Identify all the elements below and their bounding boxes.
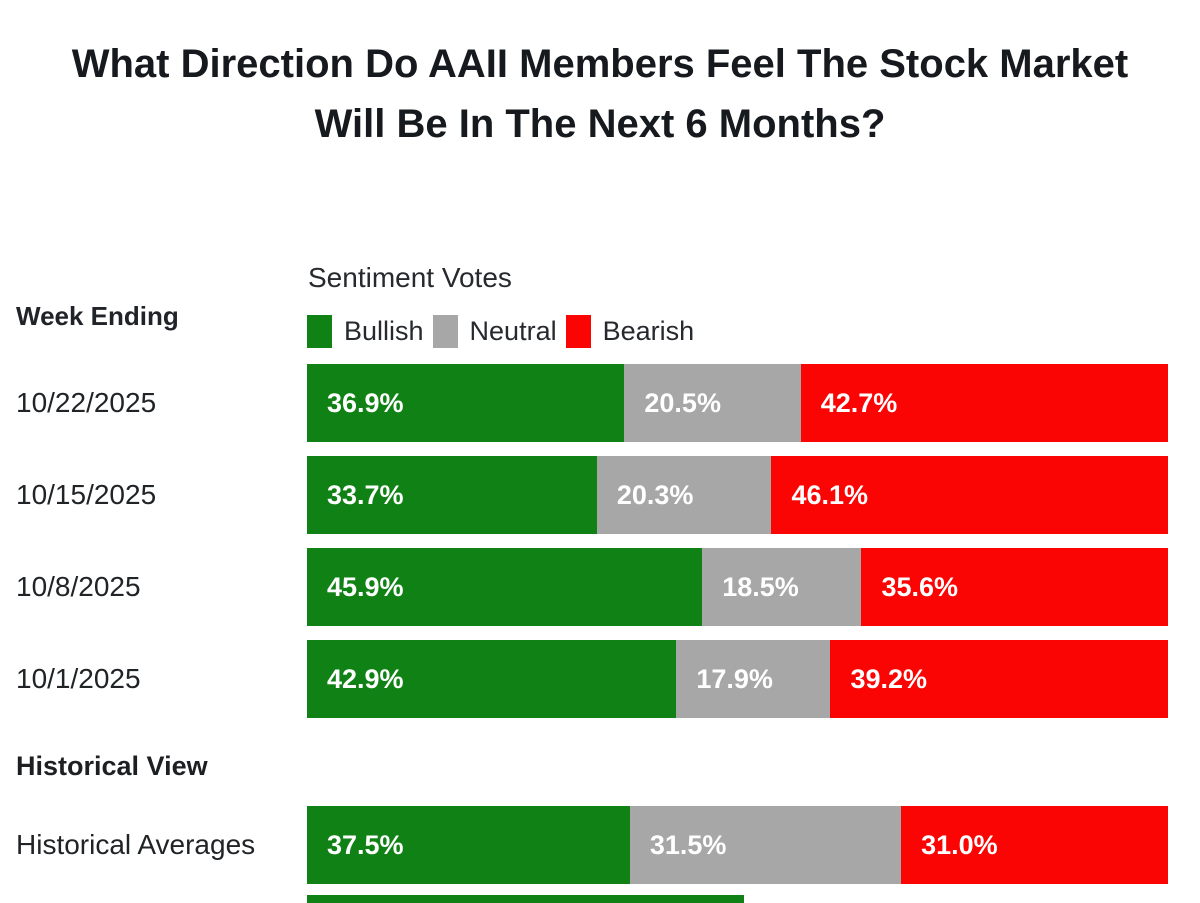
segment-value: 36.9% — [327, 387, 404, 418]
neutral-segment: 17.9% — [676, 640, 831, 718]
segment-value: 33.7% — [327, 479, 404, 510]
bearish-segment: 31.0% — [901, 806, 1168, 884]
segment-value: 39.2% — [850, 663, 928, 694]
segment-value: 20.3% — [616, 479, 694, 510]
stacked-bar: 33.7% 20.3% 46.1% — [307, 456, 1168, 534]
bearish-swatch-icon — [565, 315, 591, 348]
segment-value: 17.9% — [696, 663, 773, 694]
sentiment-row: 10/22/2025 36.9% 20.5% 42.7% — [0, 364, 1200, 442]
segment-value: 35.6% — [881, 571, 959, 602]
neutral-segment: 31.5% — [629, 806, 902, 884]
week-ending-heading: Week Ending — [16, 301, 179, 331]
stacked-bar: 42.9% 17.9% 39.2% — [307, 640, 1168, 718]
stacked-bar: 45.9% 18.5% 35.6% — [307, 548, 1168, 626]
legend-title: Sentiment Votes — [308, 262, 512, 293]
neutral-segment: 18.5% — [702, 548, 862, 626]
stacked-bar: 37.5% 31.5% 31.0% — [307, 806, 1168, 884]
segment-value: 45.9% — [327, 571, 404, 602]
segment-value: 46.1% — [791, 479, 869, 510]
bullish-segment: 42.9% — [307, 640, 677, 718]
neutral-segment: 20.3% — [596, 456, 772, 534]
segment-value: 31.0% — [921, 829, 998, 860]
stacked-bar-partial — [307, 895, 1168, 903]
sentiment-row: 10/15/2025 33.7% 20.3% 46.1% — [0, 456, 1200, 534]
sentiment-row: 10/8/2025 45.9% 18.5% 35.6% — [0, 548, 1200, 626]
stacked-bar: 36.9% 20.5% 42.7% — [307, 364, 1168, 442]
chart-title: What Direction Do AAII Members Feel The … — [71, 42, 1129, 146]
bullish-swatch-icon — [307, 315, 332, 348]
segment-value: 42.9% — [327, 663, 404, 694]
bearish-segment: 46.1% — [771, 456, 1168, 534]
legend-label-bearish: Bearish — [602, 316, 695, 346]
partial-row — [0, 895, 1200, 903]
historical-averages-row: Historical Averages 37.5% 31.5% 31.0% — [0, 806, 1200, 884]
bullish-segment: 33.7% — [307, 456, 597, 534]
legend-label-bullish: Bullish — [344, 316, 424, 346]
week-ending-date: 10/15/2025 — [16, 479, 157, 510]
segment-value: 20.5% — [644, 387, 721, 418]
week-ending-date: 10/1/2025 — [16, 663, 141, 694]
sentiment-row: 10/1/2025 42.9% 17.9% 39.2% — [0, 640, 1200, 718]
bearish-segment: 42.7% — [800, 364, 1168, 442]
bullish-segment: 37.5% — [307, 806, 630, 884]
historical-view-heading: Historical View — [16, 751, 208, 781]
bullish-segment: 36.9% — [307, 364, 625, 442]
week-ending-date: 10/22/2025 — [16, 387, 157, 418]
bearish-segment: 39.2% — [830, 640, 1168, 718]
segment-value: 31.5% — [649, 829, 727, 860]
legend-label-neutral: Neutral — [469, 316, 557, 346]
segment-value: 37.5% — [327, 829, 404, 860]
week-ending-date: 10/8/2025 — [16, 571, 141, 602]
segment-value: 18.5% — [722, 571, 799, 602]
neutral-segment: 20.5% — [624, 364, 801, 442]
bearish-segment: 35.6% — [861, 548, 1168, 626]
legend: Bullish Neutral Bearish — [307, 315, 703, 348]
segment-value: 42.7% — [820, 387, 898, 418]
neutral-swatch-icon — [432, 315, 458, 348]
bullish-segment — [307, 895, 745, 903]
bullish-segment: 45.9% — [307, 548, 703, 626]
historical-averages-label: Historical Averages — [16, 829, 256, 860]
